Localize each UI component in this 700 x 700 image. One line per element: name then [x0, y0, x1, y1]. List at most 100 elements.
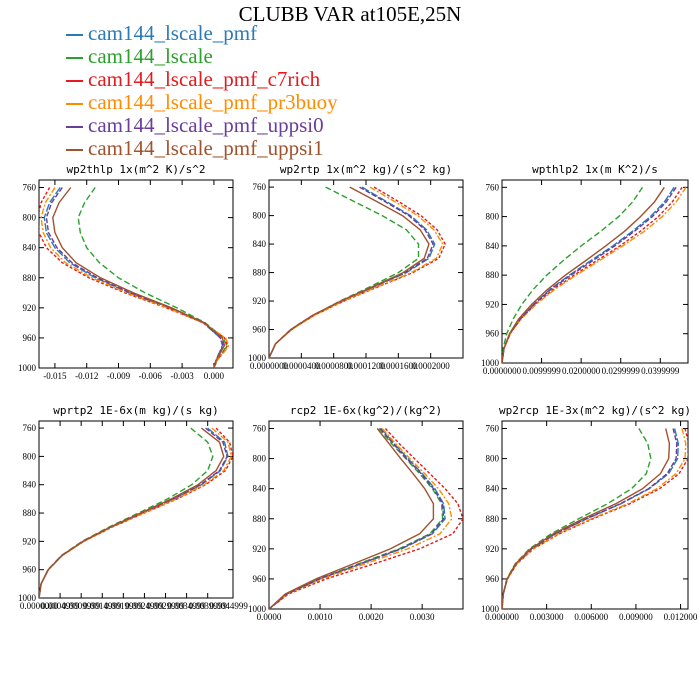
- x-tick-label: -0.003: [170, 371, 194, 381]
- x-tick-label: 0.0010: [308, 612, 333, 622]
- series-line-4: [502, 428, 687, 609]
- y-tick-label: 1000: [481, 604, 500, 614]
- y-tick-label: 760: [486, 424, 500, 434]
- y-tick-label: 960: [253, 574, 267, 584]
- legend-label: cam144_lscale_pmf: [88, 21, 258, 45]
- series-line-2: [269, 428, 444, 609]
- x-tick-label: 0.0000400: [282, 361, 321, 371]
- x-tick-label: 0.0044999: [210, 601, 249, 611]
- x-tick-label: 0.0004999: [41, 601, 80, 611]
- x-tick-label: 0.012000: [664, 612, 698, 622]
- y-tick-label: 800: [23, 451, 37, 461]
- y-tick-label: 840: [23, 480, 37, 490]
- series-line-5: [45, 187, 225, 368]
- x-tick-label: 0.0009999: [62, 601, 101, 611]
- series-line-6: [39, 427, 225, 598]
- x-tick-label: 0.0000000: [483, 366, 522, 376]
- plot-frame: [268, 420, 464, 610]
- y-tick-label: 1000: [18, 593, 37, 603]
- plot-panel: wp2rcp 1E-3x(m^2 kg)/(s^2 kg) 760 800 840 88…: [481, 404, 698, 622]
- y-tick-label: 920: [253, 544, 267, 554]
- legend-item: cam144_lscale_pmf_uppsi1: [66, 137, 338, 160]
- plot-frame: [501, 420, 689, 610]
- panel-title: rcp2 1E-6x(kg^2)/(kg^2): [290, 404, 442, 417]
- series-line-1: [269, 186, 436, 358]
- x-tick-label: 0.009000: [619, 612, 653, 622]
- series-line-3: [502, 186, 683, 363]
- series-line-1: [39, 427, 229, 598]
- series-line-3: [39, 427, 233, 598]
- legend-line-swatch: [66, 57, 83, 60]
- x-tick-label: 0.0200000: [562, 366, 601, 376]
- y-tick-label: 880: [23, 508, 37, 518]
- panel-title: wpthlp2 1x(m K^2)/s: [532, 163, 658, 176]
- legend-label: cam144_lscale: [88, 44, 213, 68]
- y-tick-label: 960: [23, 565, 37, 575]
- x-tick-label: -0.015: [43, 371, 67, 381]
- x-tick-label: 0.0029999: [146, 601, 185, 611]
- x-tick-label: 0.0000: [257, 612, 282, 622]
- series-line-2: [502, 428, 652, 609]
- legend-label: cam144_lscale_pmf_uppsi0: [88, 113, 324, 137]
- y-tick-label: 840: [23, 243, 37, 253]
- x-tick-label: 0.0024999: [125, 601, 164, 611]
- series-line-5: [39, 427, 228, 598]
- x-tick-label: 0.0099999: [522, 366, 561, 376]
- series-line-4: [39, 427, 233, 598]
- legend-item: cam144_lscale_pmf_pr3buoy: [66, 91, 338, 114]
- legend-item: cam144_lscale_pmf_uppsi0: [66, 114, 338, 137]
- x-tick-label: 0.0030: [410, 612, 435, 622]
- y-tick-label: 920: [23, 536, 37, 546]
- series-line-4: [269, 428, 453, 609]
- plot-panel: wp2rtp 1x(m^2 kg)/(s^2 kg) 760 800 840 880 92…: [248, 163, 464, 371]
- y-tick-label: 920: [486, 544, 500, 554]
- y-tick-label: 840: [486, 484, 500, 494]
- y-tick-label: 800: [486, 454, 500, 464]
- legend-label: cam144_lscale_pmf_c7rich: [88, 67, 321, 91]
- series-line-2: [39, 427, 214, 598]
- series-line-3: [269, 186, 446, 358]
- x-tick-label: 0.0299999: [602, 366, 641, 376]
- x-tick-label: 0.0001200: [347, 361, 386, 371]
- plot-frame: [38, 420, 234, 599]
- series-line-5: [502, 186, 677, 363]
- plot-frame: [38, 179, 234, 369]
- plot-panel: wpthlp2 1x(m K^2)/s 760 800 840 880 920 960 100…: [481, 163, 689, 376]
- plot-panel: rcp2 1E-6x(kg^2)/(kg^2) 760 800 840 880 920 96…: [248, 404, 464, 622]
- legend: cam144_lscale_pmf cam144_lscale cam144_l…: [66, 22, 338, 160]
- y-tick-label: 760: [486, 182, 500, 192]
- x-tick-label: -0.012: [75, 371, 98, 381]
- y-tick-label: 880: [23, 273, 37, 283]
- legend-line-swatch: [66, 80, 83, 83]
- y-tick-label: 880: [253, 514, 267, 524]
- y-tick-label: 920: [253, 296, 267, 306]
- y-tick-label: 800: [23, 213, 37, 223]
- panel-title: wp2rtp 1x(m^2 kg)/(s^2 kg): [280, 163, 452, 176]
- legend-item: cam144_lscale_pmf_c7rich: [66, 68, 338, 91]
- plot-panel: wp2thlp 1x(m^2 K)/s^2 760 800 840 880 920 960 1…: [18, 163, 234, 381]
- legend-line-swatch: [66, 126, 83, 129]
- x-tick-label: 0.0000000: [20, 601, 59, 611]
- y-tick-label: 920: [23, 303, 37, 313]
- series-line-4: [40, 187, 230, 368]
- x-tick-label: 0.0001600: [379, 361, 418, 371]
- series-line-1: [502, 186, 675, 363]
- y-tick-label: 1000: [481, 358, 500, 368]
- x-tick-label: 0.0019999: [104, 601, 143, 611]
- legend-item: cam144_lscale_pmf: [66, 22, 338, 45]
- y-tick-label: 760: [23, 423, 37, 433]
- series-line-1: [43, 187, 224, 368]
- y-tick-label: 760: [23, 183, 37, 193]
- y-tick-label: 960: [486, 329, 500, 339]
- y-tick-label: 800: [486, 212, 500, 222]
- series-line-3: [39, 187, 229, 368]
- series-line-6: [269, 186, 430, 358]
- y-tick-label: 1000: [248, 604, 267, 614]
- series-line-4: [502, 186, 687, 363]
- y-tick-label: 920: [486, 299, 500, 309]
- series-line-3: [502, 428, 688, 609]
- series-line-6: [502, 186, 665, 363]
- x-tick-label: 0.0014999: [83, 601, 122, 611]
- y-tick-label: 1000: [248, 353, 267, 363]
- x-tick-label: 0.000000: [485, 612, 519, 622]
